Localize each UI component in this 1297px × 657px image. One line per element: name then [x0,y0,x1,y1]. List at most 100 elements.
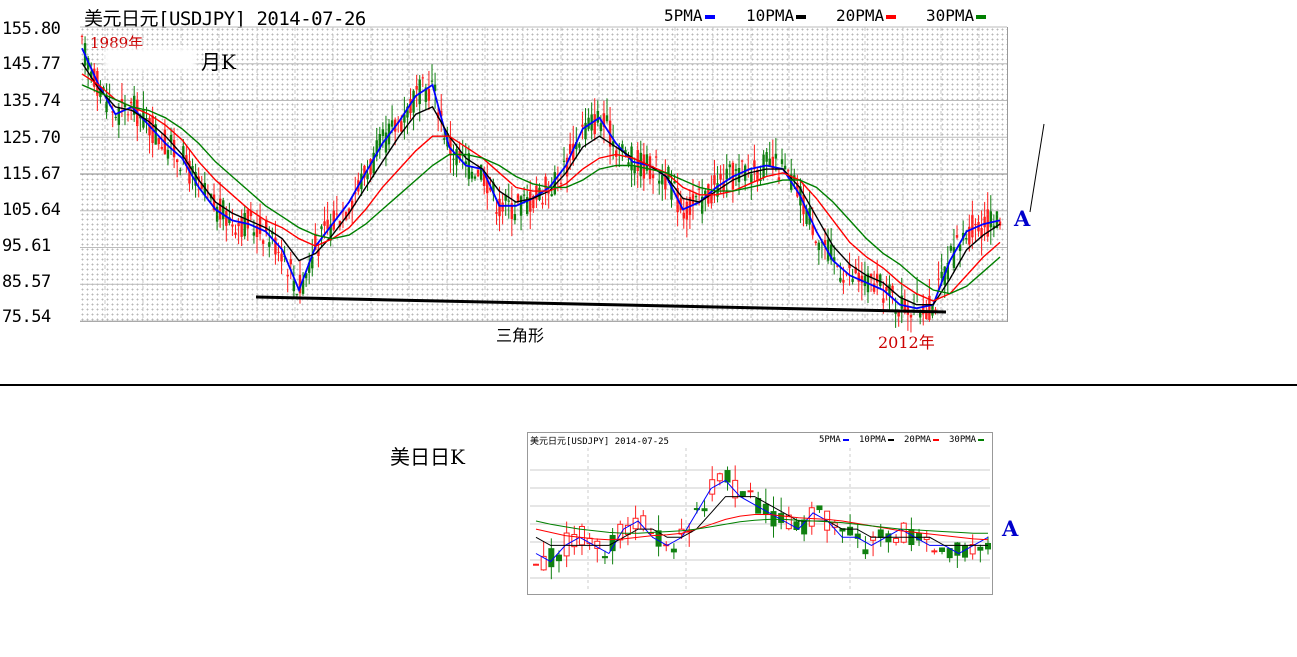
candle-body [470,171,474,179]
main-chart-title: 美元日元[USDJPY] 2014-07-26 [84,8,366,30]
candle-body [556,173,560,176]
candle-body [971,215,974,238]
candle-body [872,283,876,292]
candle-body [639,152,642,177]
small-candle-body [678,528,685,535]
candle-body [983,216,986,228]
small-ma5-line [535,479,989,563]
small-legend-30pma-swatch [978,438,985,441]
candle-body [811,224,814,236]
candle-body [863,275,867,287]
ma20-line [81,73,1001,302]
candle-body [440,110,443,117]
candle-body [605,115,609,122]
candle-body [231,224,234,227]
candle-body [93,68,96,87]
candle-body [998,221,1002,226]
y-tick-label: 125.70 [2,128,61,148]
candle-body [218,198,222,220]
candle-body [713,175,716,185]
small-candle-body [770,511,777,527]
candle-body [734,169,738,171]
small-candle-body [847,526,854,536]
candle-body [670,182,673,200]
annotation-period: 月K [201,50,236,74]
candle-body [750,174,753,183]
legend-5pma-swatch [704,14,715,19]
candle-body [900,295,903,309]
candle-body [654,156,658,158]
candle-body [197,176,200,181]
candle-body [937,278,940,280]
legend-30pma: 30PMA [926,6,987,25]
candle-body [246,209,249,229]
candle-body [949,245,953,251]
candle-body [449,137,452,156]
candle-body [212,194,216,210]
candle-body [980,227,983,238]
candle-body [243,212,246,237]
candle-body [323,221,326,226]
candle-body [934,309,937,311]
candle-body [879,274,882,287]
candle-body [261,240,265,244]
candle-body [513,214,517,221]
candle-body [86,58,90,70]
candle-body [664,173,667,190]
candle-body [642,154,646,179]
candle-body [473,176,477,179]
candle-body [615,150,618,157]
candle-body [400,121,403,132]
candle-body [338,220,342,227]
candle-body [648,156,652,179]
candle-body [347,208,351,214]
candle-body [317,249,320,256]
legend-5pma-label: 5PMA [664,6,703,25]
annotation-pattern: 三角形 [496,326,545,345]
small-candle-body [931,550,938,553]
candle-body [332,210,335,230]
candle-body [179,170,182,172]
small-candle-body [808,507,815,527]
small-candle-body [670,548,677,553]
candle-body [562,160,566,162]
candle-body [455,149,458,166]
candle-body [175,159,179,163]
candle-body [381,129,385,136]
candle-body [200,183,203,189]
candle-body [222,200,225,220]
main-chart-svg [80,26,1045,333]
candle-body [418,79,421,105]
candle-body [366,173,369,180]
candle-body [314,233,317,250]
small-legend-5pma-label: 5PMA [819,435,841,445]
candle-body [111,111,114,113]
candle-body [783,165,787,170]
candle-body [974,223,977,226]
small-candle-body [578,526,585,546]
candle-body [424,87,428,102]
small-candle-body [762,503,769,516]
candle-body [335,213,339,215]
candle-body [777,177,781,181]
y-tick-label: 115.67 [2,164,61,184]
candle-body [651,174,655,179]
candle-body [946,262,950,280]
candle-body [486,177,489,194]
annotation-marker-a: A [1014,206,1031,231]
candle-body [968,226,971,245]
candle-body [839,277,842,282]
candle-body [415,85,418,90]
small-legend-20pma-swatch [933,438,940,441]
candle-body [860,275,864,283]
candle-body [194,171,197,186]
candle-body [627,162,630,166]
small-candle-body [985,542,991,550]
legend-20pma-swatch [886,14,897,19]
candle-body [602,113,606,128]
candle-body [685,201,689,220]
candle-body [80,35,84,37]
candle-body [228,217,231,224]
candle-body [756,169,759,182]
candle-body [215,206,219,222]
